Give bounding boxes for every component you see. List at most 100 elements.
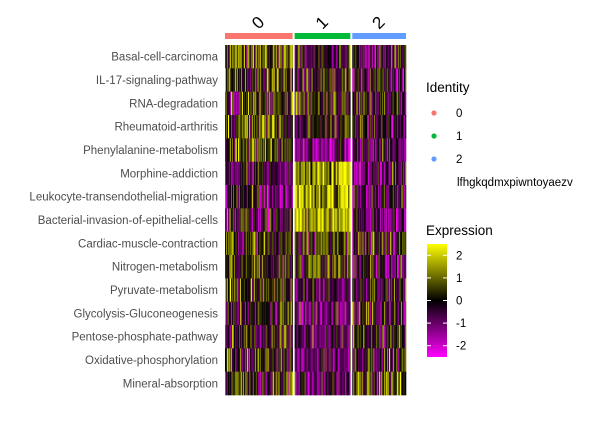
row-label: Oxidative-phosphorylation — [85, 355, 218, 367]
heatmap-cell — [286, 138, 288, 162]
heatmap-cell — [312, 185, 314, 209]
heatmap-cell — [246, 348, 249, 372]
heatmap-cell — [364, 325, 366, 349]
heatmap-cell — [299, 45, 301, 69]
heatmap-cell — [378, 208, 380, 232]
heatmap-cell — [325, 161, 327, 186]
heatmap-cell — [385, 68, 387, 92]
heatmap-cell — [339, 45, 341, 69]
heatmap-cell — [227, 371, 230, 396]
heatmap-cell — [343, 301, 345, 326]
heatmap-cell — [260, 115, 263, 139]
heatmap-cell — [259, 161, 262, 186]
heatmap-cell — [284, 161, 286, 186]
heatmap-cell — [320, 45, 322, 69]
heatmap-cell — [257, 348, 260, 372]
heatmap-cell — [244, 301, 247, 326]
heatmap-cell — [368, 68, 370, 92]
heatmap-cell — [323, 208, 325, 232]
heatmap-cell — [401, 301, 403, 326]
heatmap-cell — [338, 278, 340, 302]
heatmap-cell — [227, 231, 230, 256]
heatmap-cell — [230, 301, 233, 326]
heatmap-cell — [338, 371, 340, 396]
heatmap-cell — [267, 348, 270, 372]
heatmap-cell — [227, 348, 230, 372]
heatmap-cell — [246, 68, 249, 92]
heatmap-cell — [250, 138, 253, 162]
heatmap-cell — [372, 301, 374, 326]
heatmap-cell — [376, 231, 378, 256]
heatmap-cell — [248, 185, 251, 209]
heatmap-cell — [237, 68, 240, 92]
heatmap-cell — [326, 138, 328, 162]
heatmap-cell — [400, 231, 402, 256]
heatmap-cell — [382, 115, 384, 139]
heatmap-cell — [263, 161, 266, 186]
heatmap-cell — [237, 138, 240, 162]
heatmap-cell — [303, 231, 305, 256]
heatmap-cell — [358, 371, 360, 396]
heatmap-cell — [280, 301, 282, 326]
heatmap-cell — [244, 138, 247, 162]
heatmap-cell — [356, 278, 358, 302]
heatmap-cell — [233, 278, 236, 302]
heatmap-cell — [405, 255, 407, 279]
heatmap-cell — [270, 301, 273, 326]
heatmap-cell — [359, 138, 361, 162]
heatmap-cell — [339, 231, 341, 256]
heatmap-cell — [311, 325, 313, 349]
heatmap-cell — [298, 115, 300, 139]
heatmap-cell — [393, 325, 395, 349]
heatmap-cell — [255, 325, 258, 349]
heatmap-cell — [333, 371, 335, 396]
heatmap-cell — [385, 348, 387, 372]
heatmap-cell — [306, 231, 308, 256]
heatmap-cell — [359, 91, 361, 116]
heatmap-cell — [313, 325, 315, 349]
heatmap-cell — [353, 115, 355, 139]
heatmap-cell — [236, 255, 239, 279]
heatmap-cell — [352, 45, 354, 69]
heatmap-cell — [337, 301, 339, 326]
heatmap-cell — [291, 231, 293, 256]
heatmap-cell — [307, 68, 309, 92]
heatmap-cell — [345, 278, 347, 302]
heatmap-cell — [376, 68, 378, 92]
heatmap-cell — [299, 115, 301, 139]
heatmap-cell — [337, 115, 339, 139]
heatmap-cell — [285, 138, 287, 162]
heatmap-cell — [393, 161, 395, 186]
heatmap-cell — [283, 68, 285, 92]
heatmap-cell — [263, 68, 266, 92]
heatmap-cell — [360, 278, 362, 302]
heatmap-cell — [276, 325, 278, 349]
heatmap-cell — [368, 185, 370, 209]
heatmap-cell — [233, 371, 236, 396]
heatmap-cell — [274, 185, 277, 209]
heatmap-cell — [374, 371, 376, 396]
heatmap-cell — [314, 301, 316, 326]
heatmap-cell — [319, 325, 321, 349]
heatmap-cell — [399, 161, 401, 186]
heatmap-cell — [337, 68, 339, 92]
heatmap-cell — [381, 371, 383, 396]
heatmap-cell — [396, 371, 398, 396]
heatmap-cell — [328, 371, 330, 396]
heatmap-cell — [390, 68, 392, 92]
heatmap-cell — [385, 255, 387, 279]
heatmap-cell — [226, 185, 229, 209]
group-bar-2 — [352, 33, 406, 39]
heatmap-cell — [353, 325, 355, 349]
heatmap-cell — [239, 161, 242, 186]
heatmap-cell — [300, 45, 302, 69]
heatmap-cell — [255, 161, 258, 186]
heatmap-cell — [390, 91, 392, 116]
heatmap-cell — [272, 161, 275, 186]
heatmap-cell — [295, 301, 297, 326]
heatmap-cell — [380, 161, 382, 186]
heatmap-cell — [279, 138, 281, 162]
heatmap-cell — [269, 185, 272, 209]
heatmap-cell — [345, 115, 347, 139]
heatmap-cell — [225, 278, 227, 302]
